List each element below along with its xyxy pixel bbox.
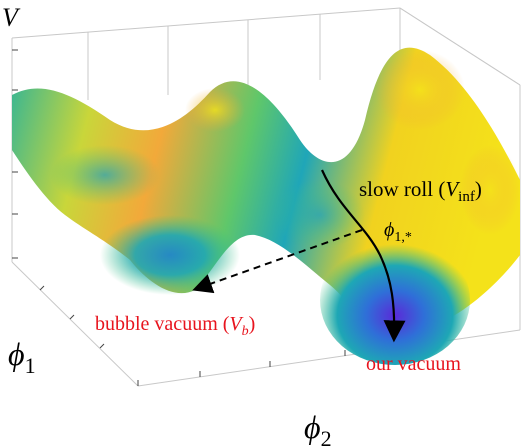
teal-valley-shade <box>50 145 160 205</box>
slow-roll-label: slow roll (Vinf) <box>359 177 482 205</box>
bubble-basin-shade <box>100 215 240 295</box>
peak-highlight <box>375 50 465 130</box>
slow-roll-trajectory <box>320 169 406 343</box>
our-vacuum-label: our vacuum <box>366 353 461 375</box>
axis-ticks <box>12 49 431 386</box>
teal-valley-shade-2 <box>275 180 365 250</box>
v-axis-label: V <box>2 3 21 32</box>
corner-highlight <box>460 145 520 235</box>
axes-frame <box>11 7 521 387</box>
tunneling-arrow <box>192 229 363 294</box>
our-vacuum-shade <box>320 235 470 365</box>
phi2-axis-label: ϕ2 <box>304 409 332 448</box>
phi1-axis-label: ϕ1 <box>8 336 36 378</box>
peak-highlight-2 <box>185 88 245 132</box>
bubble-vacuum-label: bubble vacuum (Vb) <box>95 313 255 339</box>
potential-surface <box>12 47 520 365</box>
phi-star-label: ϕ1,* <box>384 219 412 245</box>
